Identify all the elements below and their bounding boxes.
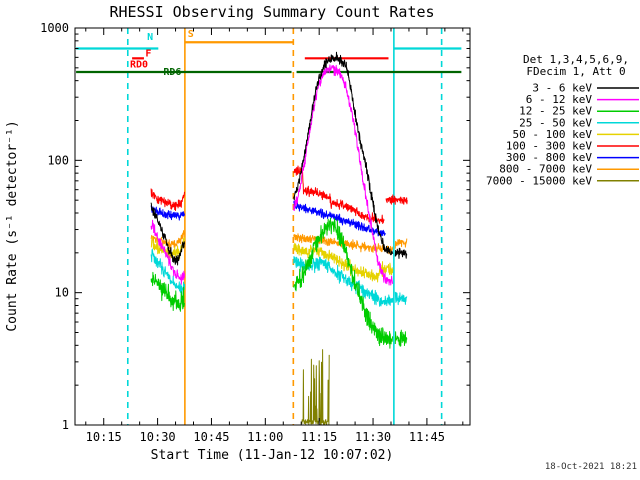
series-line-6-12-kev [293,64,394,286]
x-tick-label: 11:00 [247,430,283,444]
y-tick-label: 10 [55,286,69,300]
y-axis-label: Count Rate (s⁻¹ detector⁻¹) [5,120,20,331]
legend-label-300-800-kev: 300 - 800 keV [506,151,592,164]
flag-label-rd6: RD6 [163,67,181,78]
series-line-12-25-kev [150,271,185,312]
legend-label-3-6-kev: 3 - 6 keV [532,82,592,95]
x-tick-label: 10:45 [193,430,229,444]
series-line-25-50-kev [150,248,185,296]
series-line-50-100-kev [293,242,394,283]
x-tick-label: 11:30 [355,430,391,444]
flag-label-f: F [145,48,151,59]
creation-timestamp: 18-Oct-2021 18:21 [545,462,637,472]
series-line-800-7000-kev [394,238,408,249]
series-line-6-12-kev [150,219,185,285]
legend-label-7000-15000-kev: 7000 - 15000 keV [486,174,592,187]
series-line-100-300-kev [150,188,185,211]
y-tick-label: 100 [47,153,69,167]
x-axis-label: Start Time (11-Jan-12 10:07:02) [151,448,394,463]
flag-label-s: S [188,29,194,40]
x-tick-label: 10:30 [140,430,176,444]
x-tick-label: 11:15 [301,430,337,444]
legend-label-25-50-kev: 25 - 50 keV [519,116,592,129]
flag-label-rd0: RD0 [130,59,148,70]
chart-title: RHESSI Observing Summary Count Rates [109,3,434,21]
series-line-100-300-kev [385,194,408,205]
series-line-300-800-kev [293,200,387,238]
legend-label-6-12-kev: 6 - 12 keV [526,93,593,106]
series-line-3-6-kev [150,202,185,266]
legend-label-12-25-kev: 12 - 25 keV [519,105,592,118]
x-tick-label: 10:15 [86,430,122,444]
series-line-7000-15000-kev [301,349,330,425]
series-line-3-6-kev [394,247,408,259]
plot-frame [74,27,471,426]
legend-label-100-300-kev: 100 - 300 keV [506,140,592,153]
y-tick-label: 1000 [40,21,69,35]
y-tick-label: 1 [62,418,69,432]
series-line-3-6-kev [293,51,394,256]
legend-label-50-100-kev: 50 - 100 keV [513,128,593,141]
series-line-25-50-kev [394,291,408,306]
series-line-12-25-kev [293,217,394,349]
legend-header-decimation: FDecim 1, Att 0 [526,65,625,78]
series-line-300-800-kev [150,205,185,221]
x-tick-label: 11:45 [409,430,445,444]
plot-content-group: 10:15 10:30 10:45 11:00 11:15 11:30 11:45 1 10 10… [40,21,639,444]
series-line-12-25-kev [394,329,408,347]
legend-label-800-7000-kev: 800 - 7000 keV [499,163,592,176]
legend-header-detectors: Det 1,3,4,5,6,9, [523,53,629,66]
flag-label-n: N [147,32,153,43]
